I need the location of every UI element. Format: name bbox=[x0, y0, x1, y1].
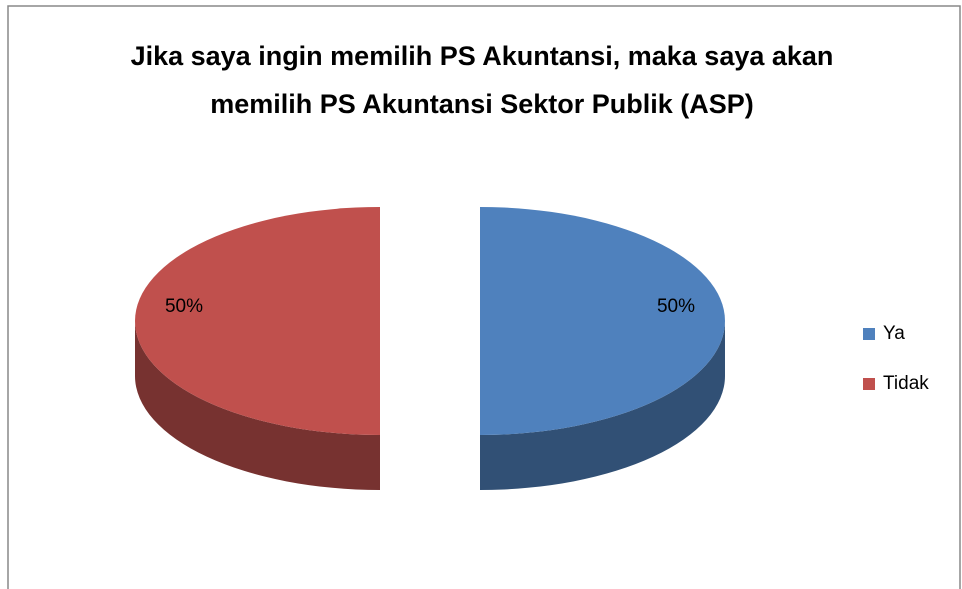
pie-slice-side bbox=[135, 321, 380, 490]
legend-swatch bbox=[863, 378, 875, 390]
data-label: 50% bbox=[165, 296, 203, 317]
legend-swatch bbox=[863, 328, 875, 340]
pie-slice bbox=[480, 207, 725, 435]
pie-slice-side bbox=[480, 321, 725, 490]
legend-label: Tidak bbox=[883, 373, 929, 394]
chart-border bbox=[7, 5, 961, 589]
legend-label: Ya bbox=[883, 323, 905, 344]
pie-slice bbox=[135, 207, 380, 435]
chart-title: Jika saya ingin memilih PS Akuntansi, ma… bbox=[130, 41, 834, 119]
data-label: 50% bbox=[657, 296, 695, 317]
